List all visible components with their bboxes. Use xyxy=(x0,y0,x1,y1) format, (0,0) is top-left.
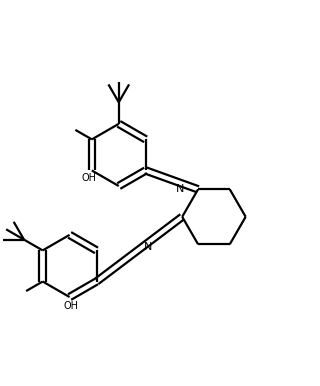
Text: N: N xyxy=(175,184,184,194)
Text: OH: OH xyxy=(64,301,79,312)
Text: OH: OH xyxy=(81,173,96,183)
Text: N: N xyxy=(144,242,152,252)
